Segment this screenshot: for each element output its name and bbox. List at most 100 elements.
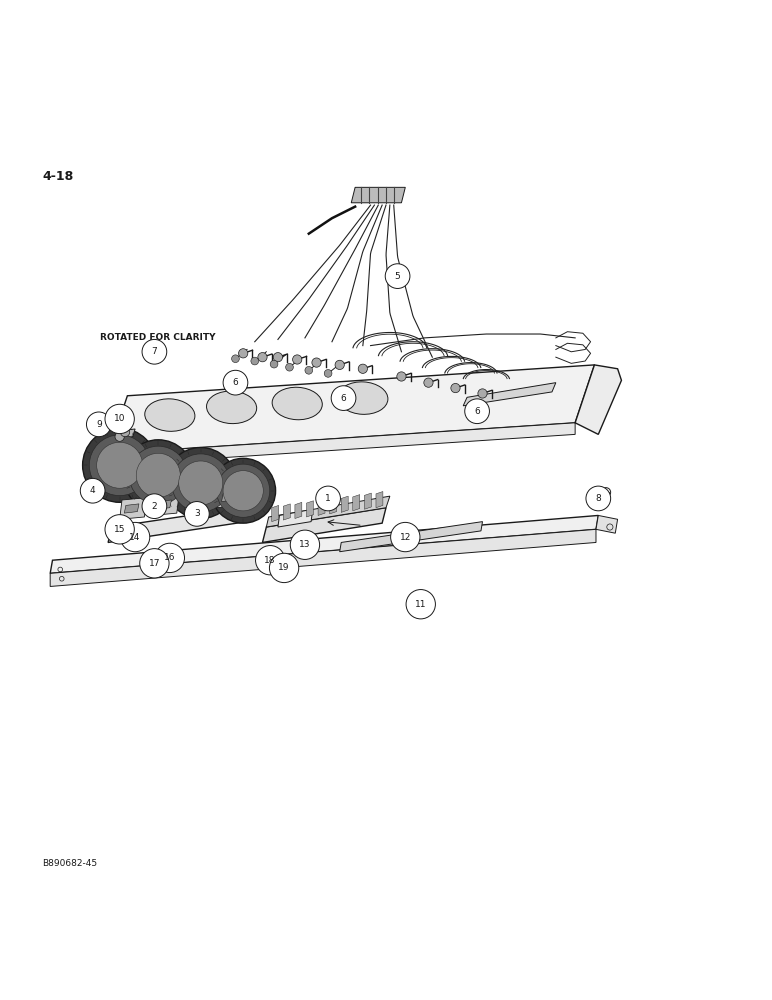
Circle shape: [465, 399, 489, 424]
Circle shape: [136, 453, 181, 497]
Circle shape: [286, 363, 293, 371]
Polygon shape: [50, 515, 598, 573]
Text: 3: 3: [194, 509, 200, 518]
Circle shape: [83, 428, 157, 502]
Circle shape: [142, 339, 167, 364]
Circle shape: [120, 522, 150, 552]
Text: 4: 4: [90, 486, 96, 495]
Circle shape: [96, 442, 143, 488]
Circle shape: [80, 478, 105, 503]
Text: 2: 2: [151, 502, 157, 511]
Circle shape: [120, 427, 130, 437]
Text: 7: 7: [151, 347, 157, 356]
Circle shape: [105, 515, 134, 544]
Text: 15: 15: [114, 525, 125, 534]
Polygon shape: [340, 522, 482, 552]
Polygon shape: [157, 500, 171, 509]
Text: 8: 8: [595, 494, 601, 503]
Text: 6: 6: [340, 394, 347, 403]
Polygon shape: [124, 504, 139, 513]
Circle shape: [86, 412, 111, 437]
Polygon shape: [353, 495, 360, 511]
Text: 11: 11: [415, 600, 426, 609]
Polygon shape: [318, 499, 325, 515]
Circle shape: [223, 370, 248, 395]
Polygon shape: [189, 496, 204, 505]
Circle shape: [90, 435, 150, 496]
Polygon shape: [463, 383, 556, 406]
Circle shape: [270, 360, 278, 368]
Polygon shape: [376, 492, 383, 508]
Polygon shape: [306, 501, 313, 517]
Text: 17: 17: [149, 559, 160, 568]
Circle shape: [123, 440, 194, 511]
Ellipse shape: [207, 391, 256, 424]
Circle shape: [165, 448, 236, 519]
Text: 18: 18: [265, 556, 276, 565]
Text: 19: 19: [279, 563, 290, 572]
Circle shape: [331, 386, 356, 410]
Polygon shape: [108, 506, 251, 542]
Ellipse shape: [338, 382, 388, 414]
Circle shape: [105, 404, 134, 434]
Circle shape: [305, 366, 313, 374]
Circle shape: [129, 446, 188, 504]
Polygon shape: [278, 509, 313, 527]
Text: 1: 1: [325, 494, 331, 503]
Polygon shape: [575, 365, 621, 434]
Circle shape: [269, 553, 299, 583]
Text: 13: 13: [300, 540, 310, 549]
Text: 9: 9: [96, 420, 102, 429]
Circle shape: [115, 432, 124, 441]
Circle shape: [211, 458, 276, 523]
Circle shape: [293, 355, 302, 364]
Text: 6: 6: [474, 407, 480, 416]
Polygon shape: [364, 493, 371, 509]
Circle shape: [178, 461, 223, 505]
Ellipse shape: [145, 399, 195, 431]
Circle shape: [140, 549, 169, 578]
Circle shape: [451, 383, 460, 393]
Text: 10: 10: [114, 414, 125, 423]
Polygon shape: [120, 429, 135, 438]
Circle shape: [316, 486, 340, 511]
Circle shape: [335, 360, 344, 370]
Text: 5: 5: [394, 272, 401, 281]
Circle shape: [185, 502, 209, 526]
Circle shape: [391, 522, 420, 552]
Circle shape: [478, 389, 487, 398]
Ellipse shape: [273, 387, 322, 420]
Text: 6: 6: [232, 378, 239, 387]
Text: 16: 16: [164, 553, 175, 562]
Polygon shape: [185, 490, 212, 512]
Polygon shape: [266, 496, 390, 527]
Polygon shape: [120, 498, 147, 519]
Polygon shape: [295, 502, 302, 519]
Polygon shape: [330, 498, 337, 514]
Circle shape: [424, 378, 433, 387]
Polygon shape: [351, 187, 405, 203]
Circle shape: [171, 454, 230, 512]
Circle shape: [155, 543, 185, 573]
Circle shape: [217, 464, 269, 517]
Circle shape: [223, 471, 263, 511]
Circle shape: [358, 364, 367, 373]
Circle shape: [256, 546, 285, 575]
Circle shape: [232, 355, 239, 363]
Polygon shape: [262, 508, 386, 542]
Polygon shape: [272, 505, 279, 522]
Text: 4-18: 4-18: [42, 170, 73, 183]
Circle shape: [312, 358, 321, 367]
Polygon shape: [222, 492, 236, 502]
Polygon shape: [108, 423, 575, 465]
Polygon shape: [50, 529, 596, 586]
Polygon shape: [596, 515, 618, 533]
Polygon shape: [152, 494, 179, 515]
Circle shape: [258, 353, 267, 362]
Polygon shape: [217, 486, 244, 508]
Text: 12: 12: [400, 533, 411, 542]
Text: 14: 14: [130, 533, 141, 542]
Circle shape: [251, 357, 259, 365]
Circle shape: [324, 370, 332, 377]
Circle shape: [397, 372, 406, 381]
